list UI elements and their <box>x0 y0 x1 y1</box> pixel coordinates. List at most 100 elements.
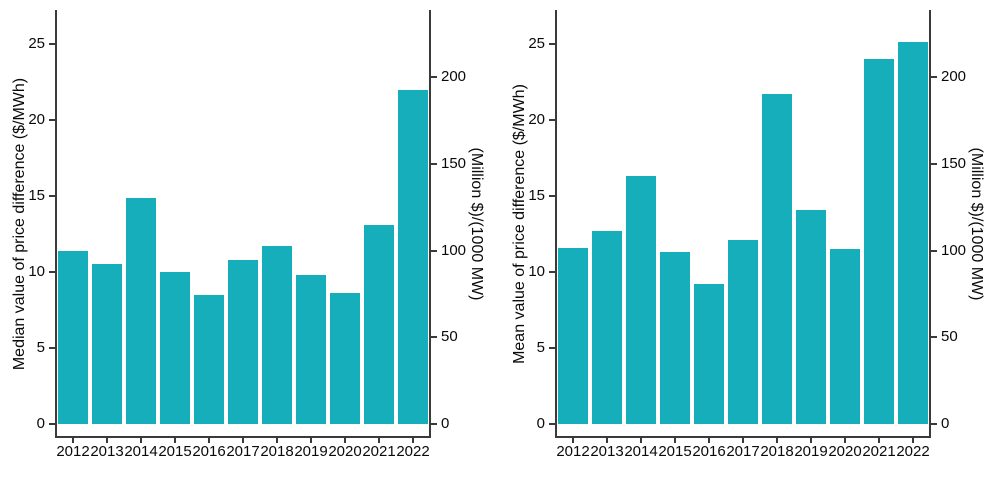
left-axis-spine <box>55 10 57 438</box>
right-y-tick-label-0: 0 <box>941 415 950 432</box>
x-tick-2020 <box>844 438 846 443</box>
bottom-axis-spine <box>555 436 931 438</box>
right-y-tick-label-0: 0 <box>441 415 450 432</box>
left-y-tick-0 <box>49 423 55 425</box>
right-y-tick-0 <box>931 423 937 425</box>
x-tick-2017 <box>242 438 244 443</box>
x-tick-label-2020: 2020 <box>328 443 362 460</box>
bar-2014 <box>626 176 656 424</box>
left-y-tick-0 <box>549 423 555 425</box>
x-tick-2019 <box>810 438 812 443</box>
right-y-tick-200 <box>931 76 937 78</box>
x-tick-label-2013: 2013 <box>590 443 624 460</box>
x-tick-label-2021: 2021 <box>862 443 896 460</box>
x-tick-label-2019: 2019 <box>794 443 828 460</box>
x-tick-2015 <box>174 438 176 443</box>
x-tick-label-2012: 2012 <box>556 443 590 460</box>
bar-2012 <box>558 247 588 424</box>
x-tick-2018 <box>276 438 278 443</box>
x-tick-label-2015: 2015 <box>658 443 692 460</box>
left-y-tick-15 <box>549 195 555 197</box>
x-tick-label-2015: 2015 <box>158 443 192 460</box>
right-axis-title: (Million $)/(1000 MW) <box>968 147 985 301</box>
x-tick-2016 <box>208 438 210 443</box>
left-y-tick-label-10: 10 <box>528 263 545 280</box>
right-y-tick-label-150: 150 <box>941 154 967 172</box>
bar-2022 <box>398 89 428 424</box>
right-y-tick-200 <box>431 76 437 78</box>
left-y-tick-5 <box>549 347 555 349</box>
x-tick-2021 <box>878 438 880 443</box>
bar-2020 <box>330 293 360 424</box>
x-tick-label-2012: 2012 <box>56 443 90 460</box>
x-tick-2016 <box>708 438 710 443</box>
x-tick-2013 <box>606 438 608 443</box>
bar-2012 <box>58 250 88 424</box>
right-axis-title: (Million $)/(1000 MW) <box>468 147 485 301</box>
bar-2021 <box>364 224 394 424</box>
right-y-tick-100 <box>931 249 937 252</box>
bar-2013 <box>592 230 622 424</box>
bar-2019 <box>796 209 826 424</box>
x-tick-label-2014: 2014 <box>124 443 158 460</box>
right-y-tick-50 <box>431 336 437 339</box>
x-tick-label-2013: 2013 <box>90 443 124 460</box>
chart-mean-price-difference: Mean value of price difference ($/MWh) (… <box>500 0 1000 482</box>
right-y-tick-150 <box>431 162 437 165</box>
left-y-tick-label-0: 0 <box>36 415 45 432</box>
left-y-tick-label-15: 15 <box>528 187 545 204</box>
bar-2018 <box>762 94 792 424</box>
chart-median-price-difference: Median value of price difference ($/MWh)… <box>11 10 485 460</box>
x-tick-label-2022: 2022 <box>896 443 930 460</box>
left-y-tick-15 <box>49 195 55 197</box>
bottom-axis-spine <box>55 436 431 438</box>
x-tick-2022 <box>412 438 414 443</box>
x-tick-2018 <box>776 438 778 443</box>
x-tick-label-2017: 2017 <box>226 443 260 460</box>
right-axis-spine <box>929 10 931 438</box>
right-y-tick-100 <box>431 249 437 252</box>
left-y-tick-label-25: 25 <box>28 35 45 52</box>
x-tick-2015 <box>674 438 676 443</box>
x-tick-2013 <box>106 438 108 443</box>
x-tick-label-2018: 2018 <box>260 443 294 460</box>
right-y-tick-0 <box>431 423 437 425</box>
bar-2017 <box>228 259 258 424</box>
x-tick-label-2018: 2018 <box>760 443 794 460</box>
bar-2016 <box>694 284 724 424</box>
x-tick-label-2019: 2019 <box>294 443 328 460</box>
x-tick-label-2022: 2022 <box>396 443 430 460</box>
bar-2018 <box>262 246 292 424</box>
x-tick-2014 <box>140 438 142 443</box>
x-tick-2019 <box>310 438 312 443</box>
right-y-tick-150 <box>931 162 937 165</box>
left-y-tick-label-0: 0 <box>536 415 545 432</box>
x-tick-2012 <box>572 438 574 443</box>
left-y-tick-label-20: 20 <box>528 111 545 128</box>
bar-2015 <box>660 252 690 424</box>
bar-2016 <box>194 294 224 424</box>
left-y-tick-10 <box>49 271 55 273</box>
x-tick-label-2014: 2014 <box>624 443 658 460</box>
left-y-tick-5 <box>49 347 55 349</box>
right-y-tick-label-100: 100 <box>941 241 967 259</box>
right-y-tick-label-150: 150 <box>441 154 467 172</box>
x-tick-label-2016: 2016 <box>192 443 226 460</box>
left-y-tick-label-25: 25 <box>528 35 545 52</box>
left-y-tick-25 <box>49 43 55 45</box>
right-y-tick-label-50: 50 <box>941 328 958 346</box>
x-tick-2012 <box>72 438 74 443</box>
right-y-tick-label-100: 100 <box>441 241 467 259</box>
bar-2014 <box>126 197 156 424</box>
x-tick-2014 <box>640 438 642 443</box>
x-tick-2022 <box>912 438 914 443</box>
bar-2019 <box>296 275 326 424</box>
bar-2015 <box>160 272 190 424</box>
bar-2021 <box>864 59 894 424</box>
left-y-tick-25 <box>549 43 555 45</box>
left-y-tick-20 <box>49 119 55 121</box>
bar-2022 <box>898 42 928 424</box>
x-tick-label-2016: 2016 <box>692 443 726 460</box>
bar-2013 <box>92 264 122 424</box>
